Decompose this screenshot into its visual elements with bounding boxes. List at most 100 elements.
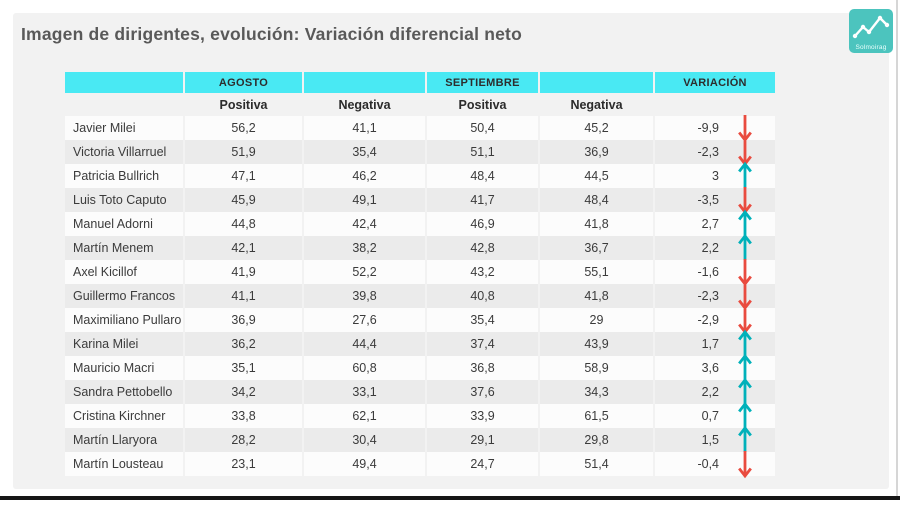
cell-variacion: -2,3 xyxy=(653,139,775,167)
cell-septiembre-negativa: 41,8 xyxy=(538,212,653,236)
cell-septiembre-positiva: 24,7 xyxy=(425,452,538,476)
cell-agosto-negativa: 49,1 xyxy=(302,188,425,212)
leader-name: Martín Lousteau xyxy=(65,452,183,476)
leader-name: Sandra Pettobello xyxy=(65,380,183,404)
cell-variacion: -9,9 xyxy=(653,115,775,143)
cell-variacion: -2,9 xyxy=(653,307,775,335)
cell-septiembre-positiva: 37,6 xyxy=(425,380,538,404)
group-header-empty xyxy=(538,72,653,93)
table-row: Luis Toto Caputo 45,9 49,1 41,7 48,4 -3,5 xyxy=(65,187,775,215)
cell-agosto-positiva: 33,8 xyxy=(183,404,302,428)
group-header-row: AGOSTO SEPTIEMBRE VARIACIÓN xyxy=(65,72,775,93)
variacion-value: 1,5 xyxy=(701,433,719,447)
cell-agosto-negativa: 41,1 xyxy=(302,116,425,140)
table-row: Manuel Adorni 44,8 42,4 46,9 41,8 2,7 xyxy=(65,209,775,237)
group-header-empty xyxy=(65,72,183,93)
cell-agosto-positiva: 35,1 xyxy=(183,356,302,380)
cell-variacion: 2,2 xyxy=(653,377,775,405)
cell-agosto-negativa: 27,6 xyxy=(302,308,425,332)
table-row: Patricia Bullrich 47,1 46,2 48,4 44,5 3 xyxy=(65,161,775,189)
cell-septiembre-positiva: 50,4 xyxy=(425,116,538,140)
table-row: Martín Lousteau 23,1 49,4 24,7 51,4 -0,4 xyxy=(65,451,775,479)
cell-agosto-positiva: 23,1 xyxy=(183,452,302,476)
leader-name: Guillermo Francos xyxy=(65,284,183,308)
cell-septiembre-positiva: 51,1 xyxy=(425,140,538,164)
table-row: Cristina Kirchner 33,8 62,1 33,9 61,5 0,7 xyxy=(65,401,775,429)
leader-name: Maximiliano Pullaro xyxy=(65,308,183,332)
leader-name: Mauricio Macri xyxy=(65,356,183,380)
table-row: Javier Milei 56,2 41,1 50,4 45,2 -9,9 xyxy=(65,115,775,143)
cell-agosto-positiva: 34,2 xyxy=(183,380,302,404)
cell-septiembre-positiva: 46,9 xyxy=(425,212,538,236)
cell-septiembre-positiva: 33,9 xyxy=(425,404,538,428)
cell-agosto-negativa: 38,2 xyxy=(302,236,425,260)
variacion-value: -9,9 xyxy=(697,121,719,135)
cell-agosto-negativa: 62,1 xyxy=(302,404,425,428)
cell-agosto-positiva: 36,2 xyxy=(183,332,302,356)
logo: Solmoirag xyxy=(849,9,893,53)
sub-header-septiembre-positiva: Positiva xyxy=(425,93,538,116)
line-chart-icon xyxy=(852,15,890,39)
sub-header-agosto-positiva: Positiva xyxy=(183,93,302,116)
cell-agosto-positiva: 41,9 xyxy=(183,260,302,284)
table-row: Martín Menem 42,1 38,2 42,8 36,7 2,2 xyxy=(65,233,775,261)
table-row: Axel Kicillof 41,9 52,2 43,2 55,1 -1,6 xyxy=(65,259,775,287)
cell-agosto-negativa: 30,4 xyxy=(302,428,425,452)
cell-variacion: 3 xyxy=(653,161,775,189)
variacion-value: -1,6 xyxy=(697,265,719,279)
cell-agosto-positiva: 41,1 xyxy=(183,284,302,308)
table-row: Sandra Pettobello 34,2 33,1 37,6 34,3 2,2 xyxy=(65,377,775,405)
leader-name: Cristina Kirchner xyxy=(65,404,183,428)
cell-variacion: -1,6 xyxy=(653,259,775,287)
variacion-value: 3,6 xyxy=(701,361,719,375)
variacion-value: 0,7 xyxy=(701,409,719,423)
slide-background: Imagen de dirigentes, evolución: Variaci… xyxy=(13,13,889,489)
leader-name: Patricia Bullrich xyxy=(65,164,183,188)
cell-variacion: 2,7 xyxy=(653,209,775,237)
cell-agosto-negativa: 33,1 xyxy=(302,380,425,404)
leader-name: Victoria Villarruel xyxy=(65,140,183,164)
cell-agosto-positiva: 45,9 xyxy=(183,188,302,212)
cell-septiembre-positiva: 29,1 xyxy=(425,428,538,452)
cell-septiembre-negativa: 58,9 xyxy=(538,356,653,380)
leader-name: Martín Llaryora xyxy=(65,428,183,452)
variacion-value: 1,7 xyxy=(701,337,719,351)
leader-name: Javier Milei xyxy=(65,116,183,140)
variacion-value: 3 xyxy=(712,169,719,183)
cell-agosto-negativa: 52,2 xyxy=(302,260,425,284)
cell-septiembre-positiva: 37,4 xyxy=(425,332,538,356)
leader-name: Martín Menem xyxy=(65,236,183,260)
cell-septiembre-negativa: 36,9 xyxy=(538,140,653,164)
cell-agosto-negativa: 42,4 xyxy=(302,212,425,236)
table-body: Javier Milei 56,2 41,1 50,4 45,2 -9,9 Victoria… xyxy=(65,115,775,479)
cell-agosto-positiva: 36,9 xyxy=(183,308,302,332)
variacion-value: 2,7 xyxy=(701,217,719,231)
cell-septiembre-negativa: 43,9 xyxy=(538,332,653,356)
cell-septiembre-negativa: 45,2 xyxy=(538,116,653,140)
cell-septiembre-negativa: 51,4 xyxy=(538,452,653,476)
cell-septiembre-negativa: 41,8 xyxy=(538,284,653,308)
cell-variacion: 1,7 xyxy=(653,329,775,357)
cell-septiembre-negativa: 48,4 xyxy=(538,188,653,212)
cell-agosto-positiva: 44,8 xyxy=(183,212,302,236)
table-row: Martín Llaryora 28,2 30,4 29,1 29,8 1,5 xyxy=(65,425,775,453)
cell-septiembre-negativa: 34,3 xyxy=(538,380,653,404)
table-row: Mauricio Macri 35,1 60,8 36,8 58,9 3,6 xyxy=(65,353,775,381)
cell-agosto-positiva: 51,9 xyxy=(183,140,302,164)
cell-septiembre-positiva: 40,8 xyxy=(425,284,538,308)
group-header-variacion: VARIACIÓN xyxy=(653,72,775,93)
table-row: Guillermo Francos 41,1 39,8 40,8 41,8 -2,3 xyxy=(65,283,775,311)
table-row: Victoria Villarruel 51,9 35,4 51,1 36,9 -2,3 xyxy=(65,139,775,167)
frame-right-edge xyxy=(896,0,898,496)
cell-septiembre-negativa: 29 xyxy=(538,308,653,332)
variacion-value: -0,4 xyxy=(697,457,719,471)
leader-name: Karina Milei xyxy=(65,332,183,356)
cell-agosto-positiva: 42,1 xyxy=(183,236,302,260)
cell-septiembre-negativa: 36,7 xyxy=(538,236,653,260)
page-title: Imagen de dirigentes, evolución: Variaci… xyxy=(21,24,522,44)
sub-header-empty xyxy=(653,93,775,116)
table-row: Maximiliano Pullaro 36,9 27,6 35,4 29 -2,9 xyxy=(65,307,775,335)
cell-variacion: -0,4 xyxy=(653,451,775,479)
cell-variacion: -3,5 xyxy=(653,187,775,215)
cell-septiembre-negativa: 61,5 xyxy=(538,404,653,428)
